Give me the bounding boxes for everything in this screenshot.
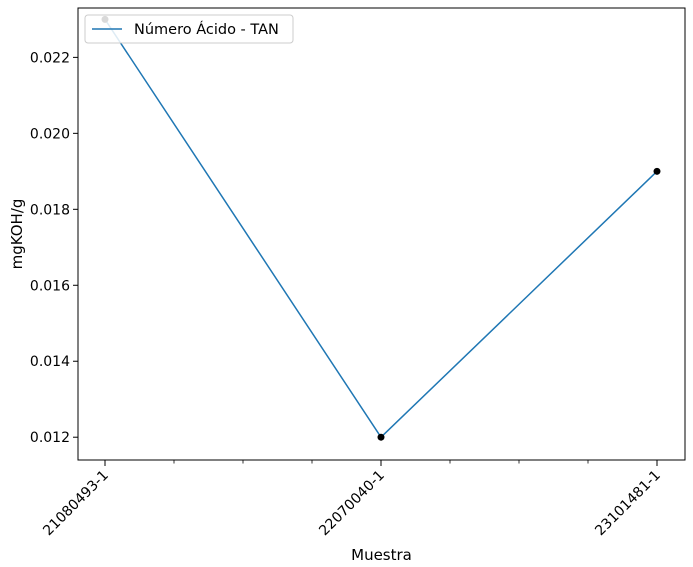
x-tick-label: 22070040-1 [316,468,388,540]
legend-entry-label: Número Ácido - TAN [134,21,279,38]
y-tick-label: 0.014 [30,354,70,370]
x-axis-label: Muestra [351,546,412,564]
axis-ticks: 0.012 0.014 0.016 0.018 0.020 0.022 21080493-1… [30,50,664,539]
y-tick-label: 0.022 [30,50,70,66]
y-tick-label: 0.020 [30,126,70,142]
plot-area-frame [77,7,686,461]
series-line [104,18,658,439]
data-point [653,167,661,175]
y-tick-label: 0.016 [30,278,70,294]
y-tick-label: 0.018 [30,202,70,218]
y-tick-label: 0.012 [30,430,70,446]
x-tick-label: 21080493-1 [40,468,112,540]
x-tick-label: 23101481-1 [592,468,664,540]
data-point [377,433,385,441]
y-axis-label: mgKOH/g [8,199,26,270]
legend: Número Ácido - TAN [84,14,294,44]
series-layer [101,15,661,441]
legend-box [84,14,294,44]
